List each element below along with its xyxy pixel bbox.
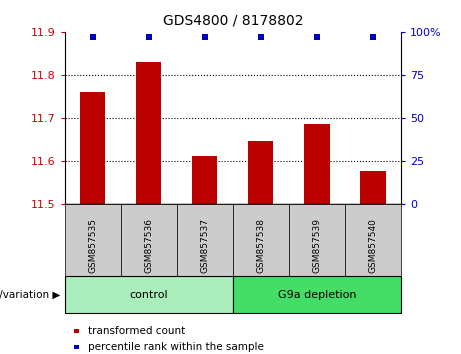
- Text: control: control: [130, 290, 168, 300]
- Point: [145, 34, 152, 40]
- Point: [201, 34, 208, 40]
- Text: GSM857536: GSM857536: [144, 218, 153, 273]
- Text: genotype/variation ▶: genotype/variation ▶: [0, 290, 60, 300]
- Text: GSM857540: GSM857540: [368, 218, 378, 273]
- Text: GSM857539: GSM857539: [313, 218, 321, 273]
- Point: [369, 34, 377, 40]
- Text: GSM857537: GSM857537: [200, 218, 209, 273]
- Bar: [80, 92, 105, 204]
- Bar: [192, 156, 218, 204]
- Bar: [248, 141, 273, 204]
- Bar: [361, 171, 386, 204]
- Bar: [136, 62, 161, 204]
- Point: [257, 34, 265, 40]
- Point: [313, 34, 321, 40]
- Text: GSM857535: GSM857535: [88, 218, 97, 273]
- Text: G9a depletion: G9a depletion: [278, 290, 356, 300]
- Title: GDS4800 / 8178802: GDS4800 / 8178802: [163, 14, 303, 28]
- Point: [89, 34, 96, 40]
- Bar: [304, 124, 330, 204]
- Text: transformed count: transformed count: [88, 326, 185, 336]
- Text: percentile rank within the sample: percentile rank within the sample: [88, 342, 264, 352]
- Text: GSM857538: GSM857538: [256, 218, 266, 273]
